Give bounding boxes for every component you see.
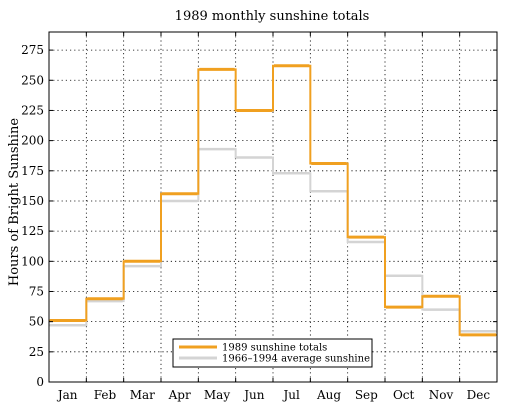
x-tick-label: Apr	[168, 388, 191, 402]
y-tick-label: 125	[21, 224, 44, 238]
y-tick-label: 25	[29, 345, 44, 359]
series-lines	[49, 64, 497, 337]
y-tick-label: 100	[21, 254, 44, 268]
x-tick-label: Jun	[242, 388, 265, 402]
x-tick-label: Feb	[94, 388, 117, 402]
y-tick-label: 175	[21, 164, 44, 178]
y-tick-label: 75	[29, 284, 44, 298]
x-tick-label: Aug	[316, 388, 341, 402]
x-tick-label: Mar	[130, 388, 155, 402]
legend-label: 1966–1994 average sunshine	[222, 354, 370, 365]
y-axis-label: Hours of Bright Sunshine	[7, 118, 22, 287]
x-tick-label: Oct	[393, 388, 415, 402]
x-tick-label: Jul	[281, 388, 300, 402]
series-line-0	[49, 64, 497, 336]
y-tick-label: 50	[29, 315, 44, 329]
y-tick-label: 275	[21, 43, 44, 57]
legend-box	[172, 338, 373, 368]
x-tick-label: Sep	[355, 388, 378, 402]
axis-ticks: 0 25 50 75 100 125 150 175 200 225 250 275 Jan Feb Mar…	[21, 32, 497, 402]
y-tick-label: 150	[21, 194, 44, 208]
series-line-1	[49, 148, 497, 333]
chart-title: 1989 monthly sunshine totals	[175, 9, 370, 24]
y-tick-label: 250	[21, 73, 44, 87]
x-tick-label: May	[204, 388, 230, 402]
y-tick-label: 200	[21, 134, 44, 148]
x-tick-label: Jan	[56, 388, 78, 402]
x-tick-label: Dec	[467, 388, 491, 402]
legend-label: 1989 sunshine totals	[222, 343, 327, 354]
y-tick-label: 0	[36, 375, 44, 389]
x-tick-label: Nov	[429, 388, 454, 402]
y-tick-label: 225	[21, 103, 44, 117]
